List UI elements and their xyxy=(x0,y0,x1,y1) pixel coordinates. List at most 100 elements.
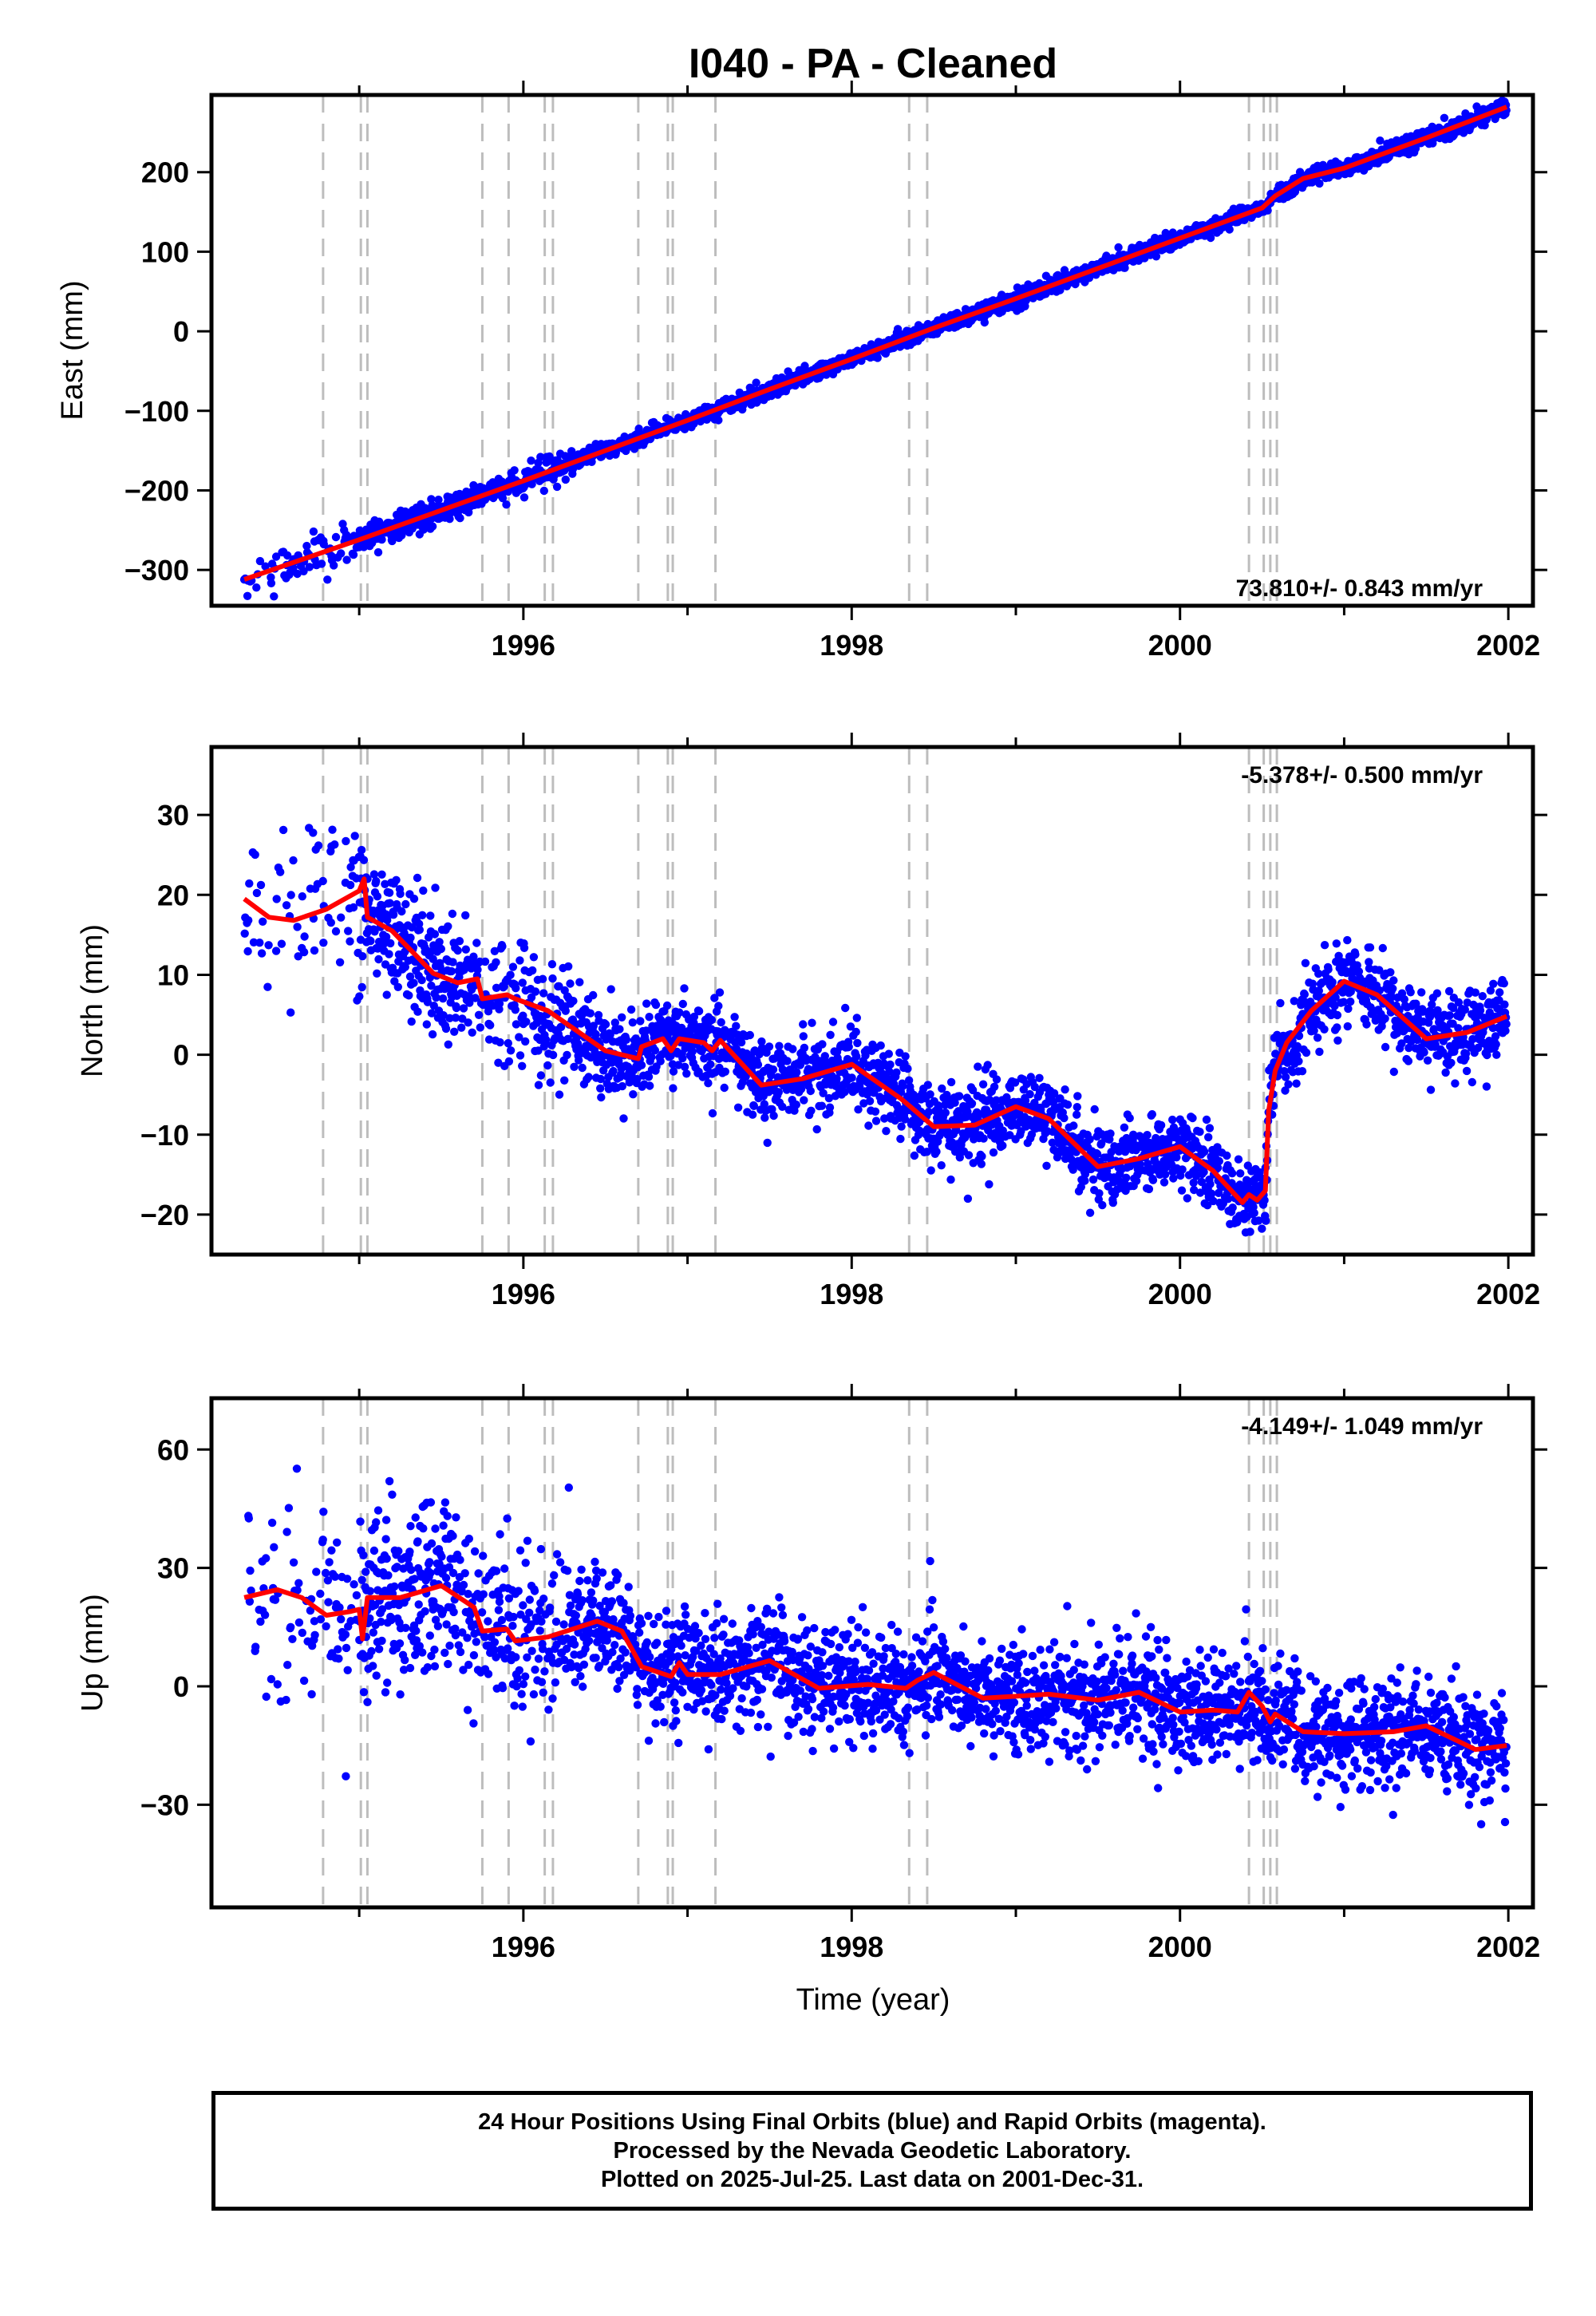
position-point xyxy=(459,1004,468,1013)
position-point xyxy=(448,909,457,919)
position-point xyxy=(704,1079,713,1088)
position-point xyxy=(924,1108,934,1117)
position-point xyxy=(1069,1121,1078,1130)
position-point xyxy=(1417,988,1426,997)
position-point xyxy=(799,1020,808,1029)
position-point xyxy=(1190,1185,1199,1195)
position-point xyxy=(1159,1178,1169,1187)
position-point xyxy=(415,925,424,935)
position-point xyxy=(774,1088,783,1097)
position-point xyxy=(346,937,354,946)
position-point xyxy=(880,1114,889,1123)
position-point xyxy=(298,892,306,901)
position-point xyxy=(561,1006,570,1015)
position-point xyxy=(800,1096,808,1105)
position-point xyxy=(597,1093,606,1102)
position-point xyxy=(510,466,519,475)
position-point xyxy=(359,856,369,864)
position-point xyxy=(471,994,480,1002)
position-point xyxy=(1120,263,1129,272)
position-point xyxy=(564,962,573,971)
position-point xyxy=(458,1014,467,1023)
position-point xyxy=(428,522,437,531)
position-point xyxy=(469,952,478,961)
position-point xyxy=(1223,1195,1233,1203)
position-point xyxy=(1097,1139,1106,1148)
position-point xyxy=(1365,943,1375,952)
position-point xyxy=(1341,969,1351,978)
position-point xyxy=(876,1041,885,1050)
position-point xyxy=(255,939,264,947)
position-point xyxy=(518,978,527,987)
position-point xyxy=(904,1076,914,1085)
position-point xyxy=(377,870,386,879)
position-point xyxy=(271,552,281,561)
position-point xyxy=(846,1022,855,1031)
position-point xyxy=(417,975,426,985)
position-point xyxy=(1168,1115,1177,1124)
position-point xyxy=(1206,1180,1215,1188)
position-point xyxy=(251,850,259,860)
position-point xyxy=(1200,1147,1209,1156)
position-point xyxy=(844,1042,853,1052)
position-point xyxy=(243,591,252,600)
position-point xyxy=(309,527,318,536)
position-point xyxy=(1010,1078,1020,1087)
position-point xyxy=(955,1153,965,1162)
position-point xyxy=(851,1027,860,1037)
position-point xyxy=(1411,144,1420,153)
position-point xyxy=(584,1073,593,1081)
position-point xyxy=(1362,1020,1371,1029)
position-point xyxy=(909,1090,918,1100)
position-point xyxy=(435,938,444,947)
position-point xyxy=(408,923,417,932)
position-point xyxy=(721,1067,729,1077)
position-point xyxy=(243,947,252,956)
position-point xyxy=(983,1061,992,1069)
position-point xyxy=(289,856,298,865)
position-point xyxy=(1189,1178,1198,1188)
position-point xyxy=(355,992,364,1001)
position-point xyxy=(1260,1196,1269,1205)
position-point xyxy=(628,1018,637,1027)
x-tick-label: 1996 xyxy=(492,629,555,662)
position-point xyxy=(299,567,308,575)
position-point xyxy=(468,1028,476,1037)
position-point xyxy=(710,994,719,1002)
position-point xyxy=(397,907,406,916)
position-point xyxy=(678,999,687,1009)
position-point xyxy=(1292,1079,1301,1088)
figure-title: I040 - PA - Cleaned xyxy=(689,41,1057,87)
position-point xyxy=(1346,997,1355,1006)
position-point xyxy=(484,1007,493,1016)
position-point xyxy=(286,1008,295,1017)
position-point xyxy=(528,966,537,975)
position-point xyxy=(1205,1124,1215,1132)
position-point xyxy=(1215,1188,1223,1198)
position-point xyxy=(899,1081,907,1091)
position-point xyxy=(820,1052,830,1061)
position-point xyxy=(252,583,261,592)
position-point xyxy=(330,840,339,849)
position-point xyxy=(511,1006,519,1014)
position-point xyxy=(963,1194,973,1203)
position-point xyxy=(393,982,402,992)
position-point xyxy=(897,1122,906,1131)
position-point xyxy=(566,979,575,988)
position-point xyxy=(1284,1080,1293,1089)
position-point xyxy=(1213,1143,1222,1152)
position-point xyxy=(401,899,410,909)
position-point xyxy=(651,1000,661,1010)
position-point xyxy=(457,1023,466,1032)
position-point xyxy=(293,569,302,579)
position-point xyxy=(745,1030,754,1040)
position-point xyxy=(256,880,266,890)
position-point xyxy=(357,845,366,855)
position-point xyxy=(1440,113,1449,122)
position-point xyxy=(979,1134,988,1143)
position-point xyxy=(792,1101,800,1109)
position-point xyxy=(539,989,548,998)
position-point xyxy=(486,1021,495,1030)
position-point xyxy=(465,998,474,1007)
position-point xyxy=(806,1086,815,1096)
